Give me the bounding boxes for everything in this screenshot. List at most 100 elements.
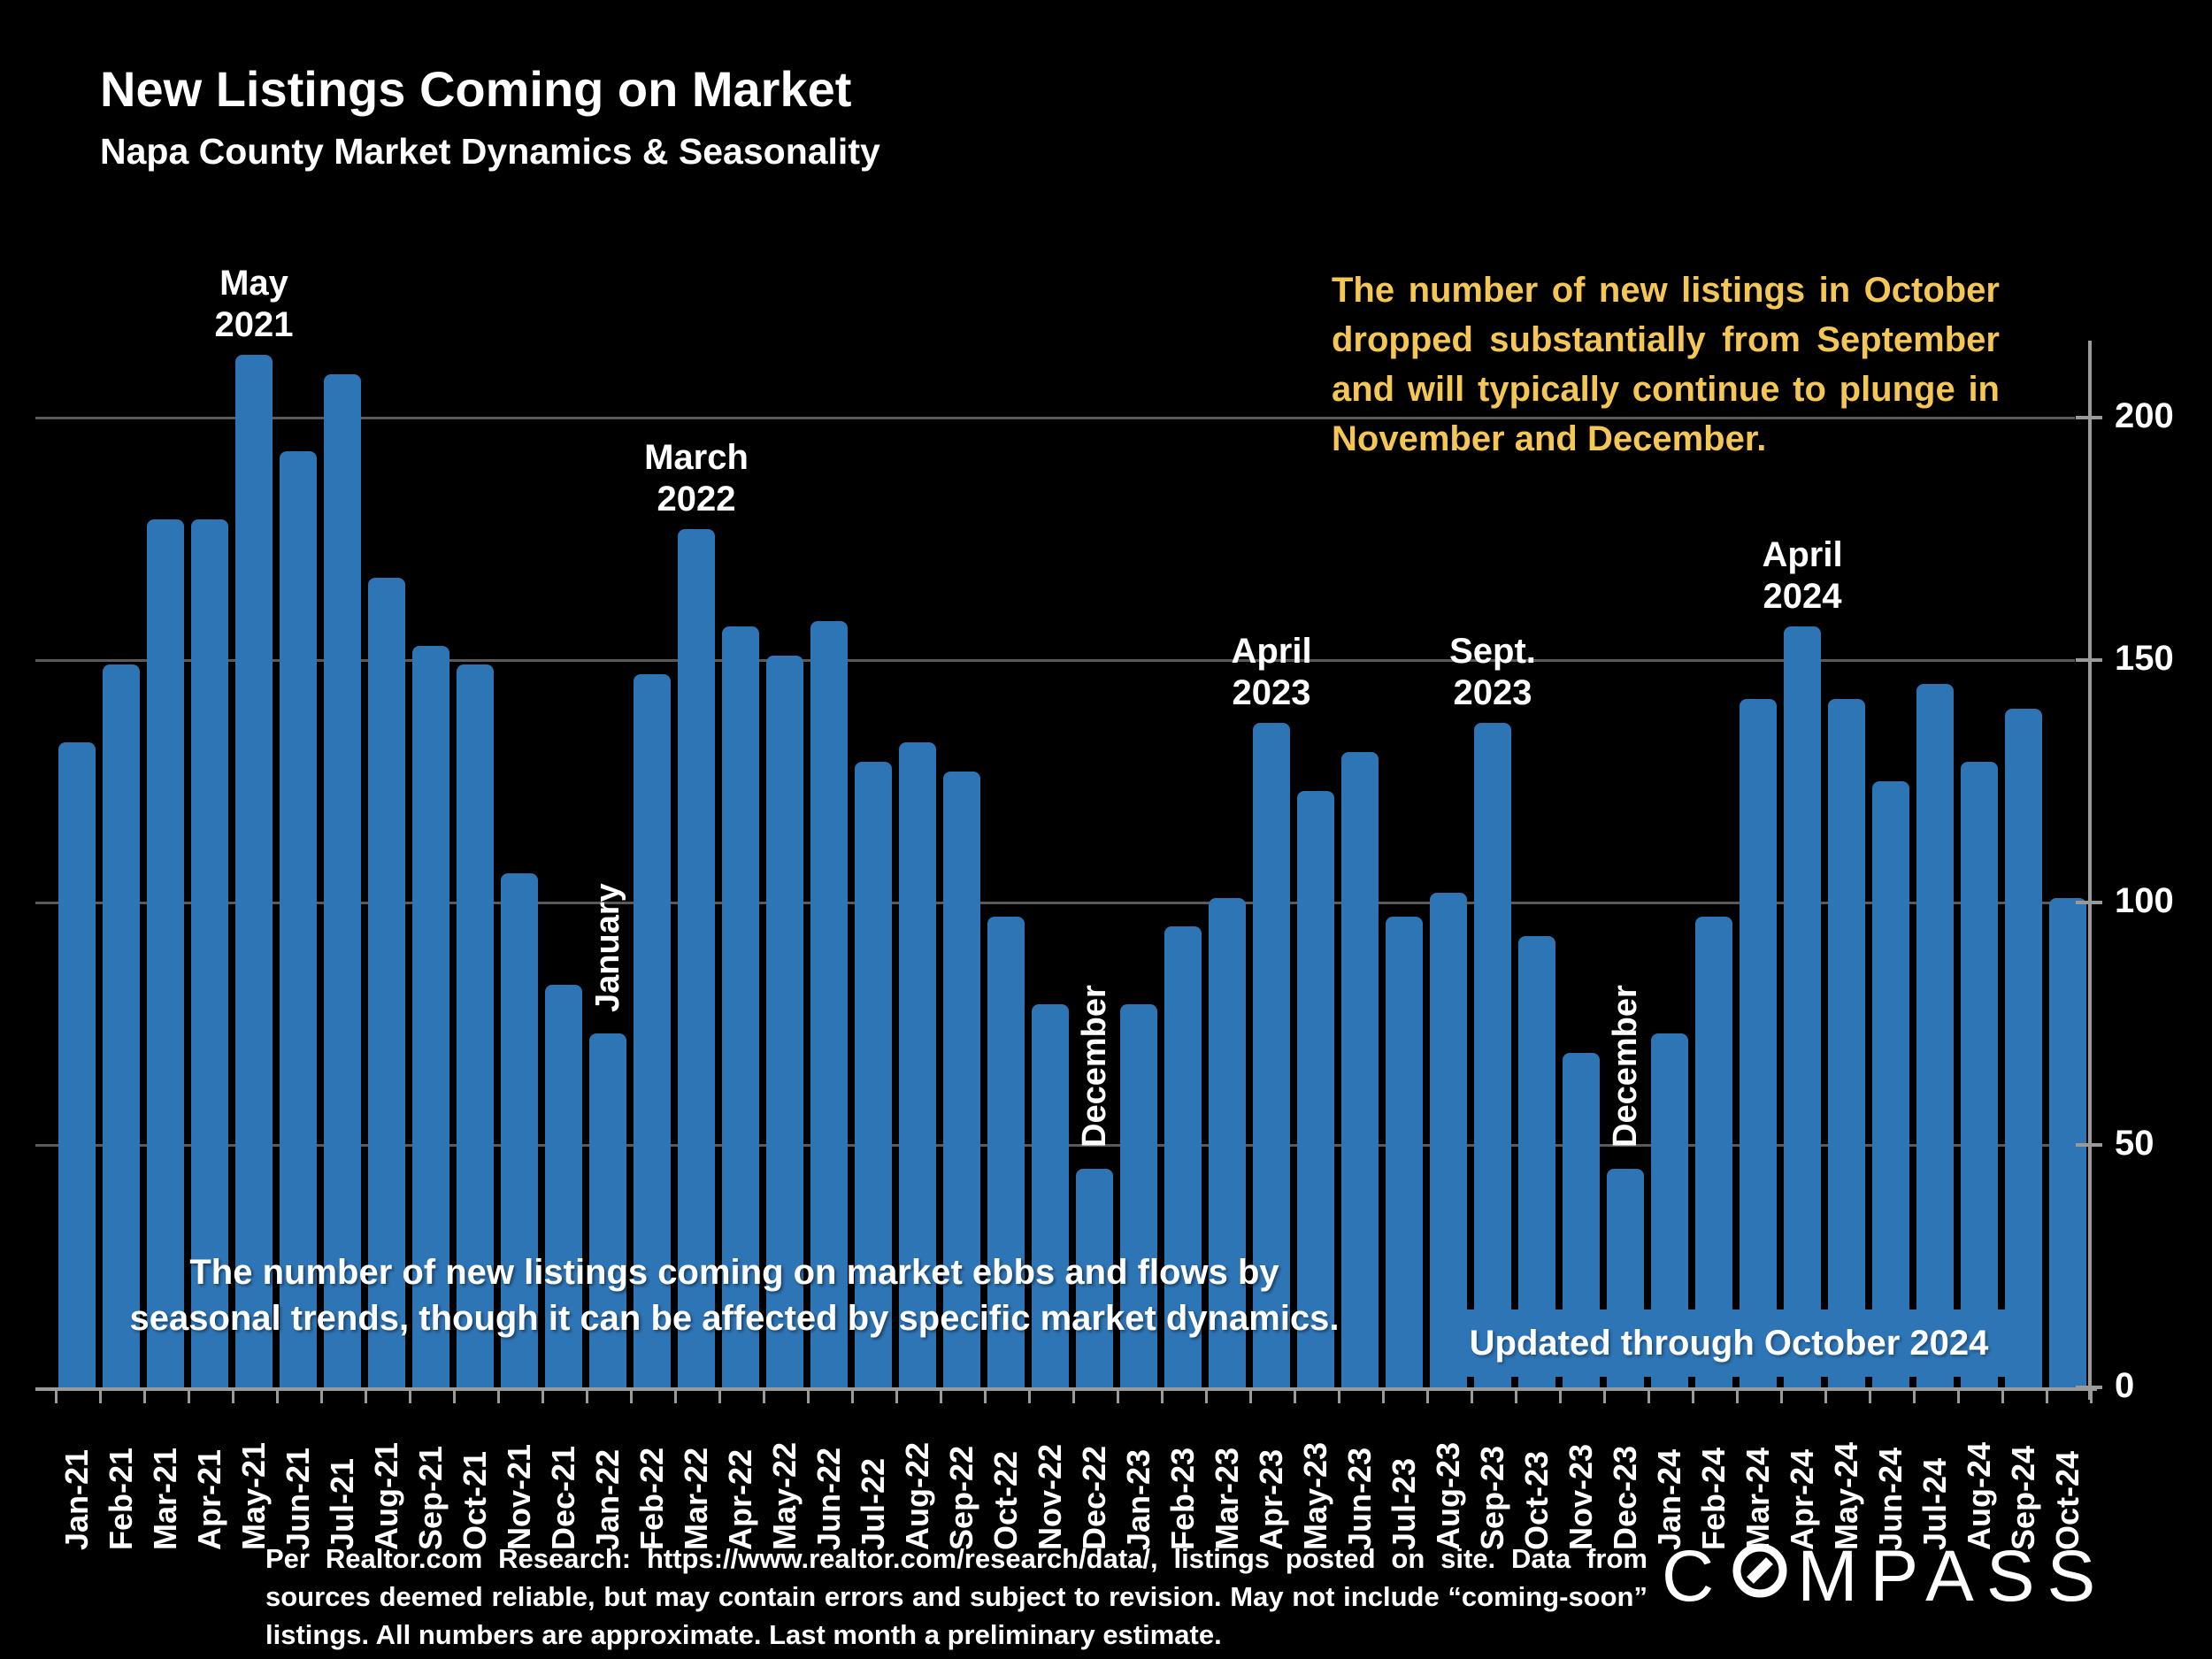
bar-Oct-22 <box>987 917 1025 1387</box>
y-axis-label-0: 0 <box>2115 1366 2135 1405</box>
annotation-Mar-22-line2: 2022 <box>657 480 736 519</box>
x-axis-label-Mar-22: Mar-22 <box>678 1447 714 1550</box>
annotation-May-21-line2: 2021 <box>214 304 294 344</box>
x-tick-14 <box>674 1389 677 1403</box>
callout-text: The number of new listings in October dr… <box>1332 271 2000 458</box>
annotation-May-21: May 2021 <box>148 263 360 346</box>
bar-Mar-23 <box>1209 897 1246 1387</box>
x-tick-39 <box>1780 1389 1783 1403</box>
bar-Sep-21 <box>412 645 449 1387</box>
compass-o-icon <box>1728 1535 1792 1618</box>
y-tick-200 <box>2076 416 2102 419</box>
x-tick-19 <box>895 1389 898 1403</box>
bar-Sep-22 <box>943 772 980 1387</box>
x-axis-label-Jan-24: Jan-24 <box>1651 1448 1687 1550</box>
bar-Nov-21 <box>501 873 538 1387</box>
x-axis-label-Feb-22: Feb-22 <box>634 1447 670 1550</box>
x-axis-label-Apr-23: Apr-23 <box>1253 1448 1289 1550</box>
x-axis-label-Sep-21: Sep-21 <box>412 1445 449 1550</box>
x-tick-43 <box>1957 1389 1960 1403</box>
annotation-Sep-23-line1: Sept. <box>1449 632 1536 672</box>
x-axis-label-Jun-21: Jun-21 <box>280 1447 316 1550</box>
bar-Aug-21 <box>368 577 405 1387</box>
x-tick-18 <box>851 1389 854 1403</box>
y-tick-0 <box>2076 1386 2102 1389</box>
x-tick-28 <box>1294 1389 1296 1403</box>
x-tick-21 <box>984 1389 987 1403</box>
annotation-Mar-22: March 2022 <box>590 437 803 520</box>
annotation-Mar-22-line1: March <box>644 438 749 478</box>
x-axis-label-Jan-23: Jan-23 <box>1120 1448 1156 1550</box>
bar-Oct-21 <box>457 664 494 1387</box>
x-tick-4 <box>232 1389 234 1403</box>
page-subtitle: Napa County Market Dynamics & Seasonalit… <box>100 131 880 172</box>
seasonality-note: The number of new listings coming on mar… <box>53 1249 1416 1341</box>
bar-Feb-24 <box>1695 917 1732 1387</box>
x-tick-46 <box>2090 1389 2093 1403</box>
annotation-Apr-24: April 2024 <box>1696 534 1909 618</box>
bar-Mar-24 <box>1740 698 1777 1387</box>
updated-note-box: Updated through October 2024 <box>1433 1310 2024 1377</box>
x-tick-2 <box>143 1389 146 1403</box>
x-tick-23 <box>1072 1389 1075 1403</box>
page-title: New Listings Coming on Market <box>100 61 852 117</box>
x-axis-label-May-21: May-21 <box>235 1441 272 1550</box>
seasonality-note-line1: The number of new listings coming on mar… <box>189 1253 1279 1292</box>
annotation-Apr-24-line2: 2024 <box>1763 576 1842 616</box>
x-axis-label-Jul-23: Jul-23 <box>1386 1457 1422 1550</box>
x-tick-34 <box>1559 1389 1562 1403</box>
bar-Jan-22 <box>589 1033 626 1387</box>
x-axis-label-Jul-22: Jul-22 <box>855 1457 891 1550</box>
x-axis-label-Jul-24: Jul-24 <box>1916 1457 1953 1550</box>
x-tick-38 <box>1736 1389 1739 1403</box>
x-axis-label-Nov-21: Nov-21 <box>501 1443 537 1550</box>
x-tick-13 <box>630 1389 633 1403</box>
bar-Apr-24 <box>1784 626 1821 1387</box>
x-axis-label-Aug-21: Aug-21 <box>368 1441 404 1550</box>
gridline-150 <box>35 659 2075 662</box>
x-tick-27 <box>1249 1389 1252 1403</box>
x-tick-31 <box>1426 1389 1429 1403</box>
x-tick-42 <box>1913 1389 1916 1403</box>
bar-Mar-22 <box>678 529 715 1387</box>
annotation-Sep-23: Sept. 2023 <box>1386 631 1599 714</box>
x-axis-label-Aug-23: Aug-23 <box>1430 1441 1466 1550</box>
x-tick-16 <box>763 1389 765 1403</box>
bar-Jun-22 <box>810 621 848 1387</box>
x-tick-0 <box>55 1389 58 1403</box>
vertical-label-Dec-22: December <box>1076 985 1113 1148</box>
x-tick-17 <box>807 1389 810 1403</box>
bar-Feb-21 <box>103 664 140 1387</box>
x-tick-26 <box>1205 1389 1208 1403</box>
bar-Jul-23 <box>1386 917 1423 1387</box>
x-axis-label-Oct-24: Oct-24 <box>2049 1450 2085 1550</box>
annotation-Apr-23-line2: 2023 <box>1232 673 1311 713</box>
x-axis-label-Mar-23: Mar-23 <box>1209 1447 1245 1550</box>
x-axis-label-May-22: May-22 <box>766 1441 803 1550</box>
x-tick-30 <box>1382 1389 1385 1403</box>
x-axis-label-Jun-23: Jun-23 <box>1341 1447 1378 1550</box>
vertical-label-Dec-23: December <box>1607 985 1644 1148</box>
annotation-Apr-23: April 2023 <box>1165 631 1378 714</box>
x-tick-41 <box>1869 1389 1871 1403</box>
bar-May-24 <box>1828 698 1865 1387</box>
updated-note: Updated through October 2024 <box>1469 1323 1989 1363</box>
y-axis-label-150: 150 <box>2115 639 2174 678</box>
bar-Jan-21 <box>58 742 96 1387</box>
x-axis-label-Dec-22: Dec-22 <box>1076 1445 1112 1550</box>
x-tick-25 <box>1161 1389 1164 1403</box>
x-axis-label-Apr-22: Apr-22 <box>722 1448 758 1550</box>
x-axis-label-Sep-22: Sep-22 <box>943 1445 979 1550</box>
bar-Jun-21 <box>280 451 317 1387</box>
x-tick-3 <box>188 1389 190 1403</box>
compass-logo-suffix: MPASS <box>1797 1536 2108 1617</box>
bar-Oct-24 <box>2049 897 2086 1387</box>
gridline-100 <box>35 902 2075 904</box>
x-axis-label-Apr-24: Apr-24 <box>1784 1448 1820 1550</box>
x-tick-24 <box>1117 1389 1119 1403</box>
bar-Jul-22 <box>855 762 892 1387</box>
x-axis-label-Jan-22: Jan-22 <box>589 1448 626 1550</box>
bar-Jun-23 <box>1341 752 1379 1387</box>
vertical-label-Jan-22: January <box>589 883 626 1012</box>
